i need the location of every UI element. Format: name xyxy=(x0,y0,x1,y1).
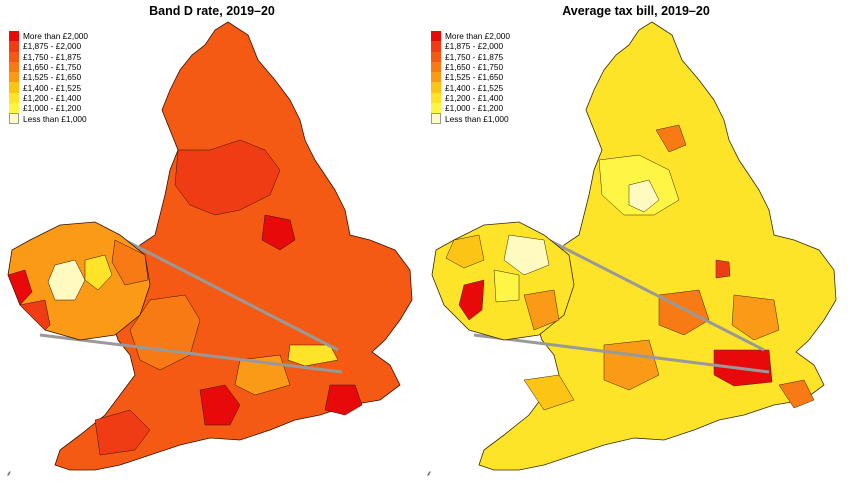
legend-item: £1,750 - £1,875 xyxy=(431,51,510,62)
legend-item: £1,750 - £1,875 xyxy=(9,51,88,62)
legend-item: £1,000 - £1,200 xyxy=(9,103,88,114)
legend-label: More than £2,000 xyxy=(445,31,511,42)
legend-label: £1,525 - £1,650 xyxy=(23,72,82,83)
legend-label: £1,750 - £1,875 xyxy=(23,51,82,62)
legend-label: £1,525 - £1,650 xyxy=(445,72,504,83)
legend-item: £1,875 - £2,000 xyxy=(9,41,88,52)
legend-item: £1,650 - £1,750 xyxy=(9,61,88,73)
legend-item: £1,400 - £1,525 xyxy=(9,82,88,93)
legend-label: £1,875 - £2,000 xyxy=(23,41,82,52)
legend-swatch xyxy=(9,31,19,42)
legend-label: £1,200 - £1,400 xyxy=(445,92,504,103)
average-bill-map-panel: Average tax bill, 2019–20 ⸙ xyxy=(424,0,848,485)
band-d-map-title: Band D rate, 2019–20 xyxy=(149,4,275,18)
average-bill-map-title: Average tax bill, 2019–20 xyxy=(562,4,710,18)
legend-label: £1,650 - £1,750 xyxy=(23,62,82,73)
legend-swatch xyxy=(9,92,19,104)
legend-item: Less than £1,000 xyxy=(9,113,88,124)
legend-swatch xyxy=(9,41,19,52)
legend-label: £1,400 - £1,525 xyxy=(445,82,504,93)
london-inset xyxy=(431,221,575,341)
legend-swatch xyxy=(9,72,19,83)
legend-item: More than £2,000 xyxy=(431,31,511,42)
legend-swatch xyxy=(9,51,19,62)
map-scale-mark: ⸙ xyxy=(6,469,12,478)
legend-label: Less than £1,000 xyxy=(23,113,87,124)
band-d-legend: More than £2,000 £1,875 - £2,000 £1,750 … xyxy=(9,31,88,124)
legend-swatch xyxy=(431,61,441,73)
legend-item: £1,525 - £1,650 xyxy=(9,72,88,83)
legend-swatch xyxy=(431,31,441,42)
legend-swatch xyxy=(431,103,441,114)
legend-item: £1,000 - £1,200 xyxy=(431,103,510,114)
england-wales-shape xyxy=(54,21,413,471)
legend-swatch xyxy=(431,72,441,83)
legend-label: £1,400 - £1,525 xyxy=(23,82,82,93)
legend-swatch xyxy=(431,92,441,104)
legend-label: £1,000 - £1,200 xyxy=(23,103,82,114)
legend-label: £1,750 - £1,875 xyxy=(445,51,504,62)
legend-item: £1,875 - £2,000 xyxy=(431,41,510,52)
legend-swatch xyxy=(9,61,19,73)
legend-swatch xyxy=(431,82,441,93)
legend-item: £1,525 - £1,650 xyxy=(431,72,510,83)
average-bill-legend: More than £2,000 £1,875 - £2,000 £1,750 … xyxy=(431,31,510,124)
legend-item: £1,650 - £1,750 xyxy=(431,61,510,73)
legend-item: Less than £1,000 xyxy=(431,113,510,124)
legend-item: £1,200 - £1,400 xyxy=(431,92,510,104)
london-inset xyxy=(7,221,151,341)
legend-item: £1,400 - £1,525 xyxy=(431,82,510,93)
legend-item: £1,200 - £1,400 xyxy=(9,92,88,104)
band-d-map: ⸙ xyxy=(6,21,413,478)
legend-swatch xyxy=(9,113,19,124)
legend-swatch xyxy=(431,51,441,62)
legend-label: £1,875 - £2,000 xyxy=(445,41,504,52)
map-scale-mark: ⸙ xyxy=(426,469,432,478)
callout-lines xyxy=(39,223,343,374)
legend-swatch xyxy=(431,41,441,52)
legend-swatch xyxy=(431,113,441,124)
legend-label: More than £2,000 xyxy=(23,31,89,42)
legend-swatch xyxy=(9,103,19,114)
legend-label: £1,650 - £1,750 xyxy=(445,62,504,73)
legend-label: Less than £1,000 xyxy=(445,113,509,124)
callout-lines xyxy=(473,223,770,374)
legend-swatch xyxy=(9,82,19,93)
legend-label: £1,200 - £1,400 xyxy=(23,92,82,103)
legend-item: More than £2,000 xyxy=(9,31,89,42)
average-bill-map: ⸙ xyxy=(426,21,837,478)
legend-label: £1,000 - £1,200 xyxy=(445,103,504,114)
band-d-map-panel: Band D rate, 2019–20 ⸙ More than £ xyxy=(6,4,413,478)
